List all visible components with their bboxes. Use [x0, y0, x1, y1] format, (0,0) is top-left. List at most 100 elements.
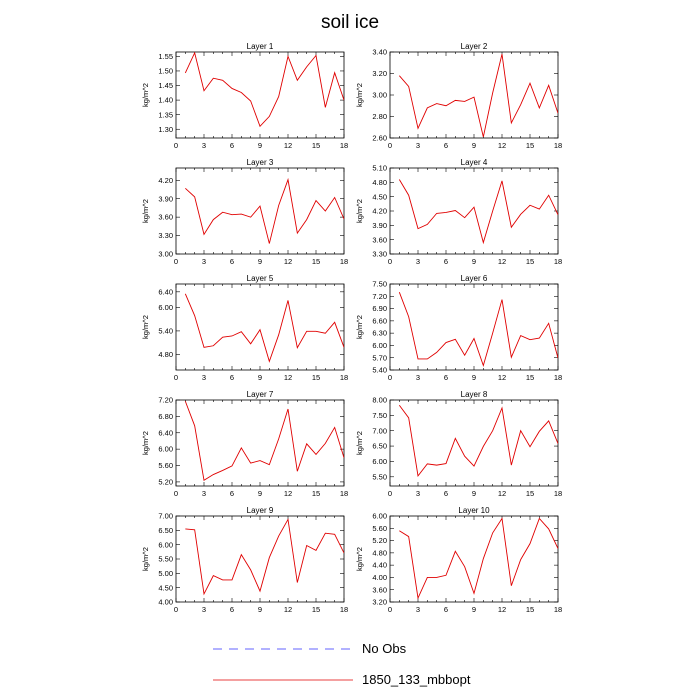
layer-7-xtick-label: 3 [202, 489, 206, 498]
layer-8-frame [389, 399, 559, 487]
layer-9-series-line [185, 518, 344, 596]
layer-2-xtick-label: 12 [498, 141, 506, 150]
layer-4-ytick-label: 4.80 [372, 178, 387, 187]
layer-2-frame [389, 51, 559, 139]
layer-10-xtick-label: 6 [444, 605, 448, 614]
layer-9-xtick-label: 9 [258, 605, 262, 614]
layer-5-xtick-label: 0 [174, 373, 178, 382]
layer-3-ytick-label: 3.00 [158, 250, 173, 259]
layer-7-ytick-label: 7.20 [158, 396, 173, 405]
layer-9-ylabel: kg/m^2 [141, 547, 150, 571]
layer-4-xtick-label: 3 [416, 257, 420, 266]
layer-6-xtick-label: 15 [526, 373, 534, 382]
layer-10-ylabel: kg/m^2 [355, 547, 364, 571]
layer-6-series-line [398, 292, 558, 367]
layer-4-ytick-label: 3.60 [372, 235, 387, 244]
layer-9-frame [175, 515, 345, 603]
layer-3-xtick-label: 18 [340, 257, 348, 266]
layer-4-ytick-label: 4.20 [372, 207, 387, 216]
layer-10-panel: Layer 10 0 3 6 9 12 15 18 3.20 3.60 4.00 4.40 4.80 5.… [355, 506, 562, 614]
legend: No Obs 1850_133_mbbopt [213, 641, 471, 687]
layer-1-ytick-label: 1.40 [158, 96, 173, 105]
layer-10-frame [389, 515, 559, 603]
layer-9-xtick-label: 0 [174, 605, 178, 614]
layer-3-xtick-label: 3 [202, 257, 206, 266]
layer-5-frame [175, 283, 345, 371]
layer-8-xtick-label: 0 [388, 489, 392, 498]
layer-9-xtick-label: 6 [230, 605, 234, 614]
layer-8-ytick-label: 7.00 [372, 426, 387, 435]
layer-6-title: Layer 6 [461, 274, 488, 283]
layer-10-title: Layer 10 [458, 506, 490, 515]
layer-7-xtick-label: 15 [312, 489, 320, 498]
layer-8-xtick-label: 15 [526, 489, 534, 498]
layer-2-ylabel: kg/m^2 [355, 83, 364, 107]
layer-1-ytick-label: 1.30 [158, 125, 173, 134]
layer-8-ytick-label: 8.00 [372, 396, 387, 405]
layer-7-xtick-label: 12 [284, 489, 292, 498]
layer-10-xtick-label: 3 [416, 605, 420, 614]
layer-7-title: Layer 7 [247, 390, 274, 399]
layer-5-xtick-label: 15 [312, 373, 320, 382]
layer-1-ytick-label: 1.55 [158, 52, 173, 61]
layer-7-xtick-label: 9 [258, 489, 262, 498]
layer-10-series-line [399, 517, 558, 600]
layer-4-xtick-label: 0 [388, 257, 392, 266]
layer-3-xtick-label: 12 [284, 257, 292, 266]
layer-7-ytick-label: 5.20 [158, 478, 173, 487]
layer-8-xtick-label: 6 [444, 489, 448, 498]
layer-6-xtick-label: 18 [554, 373, 562, 382]
layer-1-xtick-label: 9 [258, 141, 262, 150]
layer-10-ytick-label: 3.20 [372, 598, 387, 607]
layer-5-title: Layer 5 [247, 274, 274, 283]
layer-5-ytick-label: 6.40 [158, 287, 173, 296]
layer-7-ytick-label: 5.60 [158, 461, 173, 470]
layer-10-ytick-label: 4.40 [372, 561, 387, 570]
figure-title: soil ice [321, 12, 379, 33]
layer-7-ytick-label: 6.80 [158, 412, 173, 421]
layer-4-ytick-label: 4.50 [372, 192, 387, 201]
layer-1-xtick-label: 0 [174, 141, 178, 150]
layer-9-ytick-label: 7.00 [158, 512, 173, 521]
layer-2-xtick-label: 15 [526, 141, 534, 150]
layer-4-ytick-label: 3.90 [372, 221, 387, 230]
layer-2-ytick-label: 3.00 [372, 91, 387, 100]
layer-5-xtick-label: 6 [230, 373, 234, 382]
legend-no-obs-label: No Obs [362, 641, 407, 656]
layer-8-title: Layer 8 [461, 390, 488, 399]
layer-2-ytick-label: 2.80 [372, 112, 387, 121]
layer-4-ylabel: kg/m^2 [355, 199, 364, 223]
layer-2-xtick-label: 6 [444, 141, 448, 150]
layer-6-frame [389, 283, 559, 371]
layer-5-xtick-label: 12 [284, 373, 292, 382]
layer-3-panel: Layer 3 0 3 6 9 12 15 18 3.00 3.30 3.60 3.90 4.20 kg/… [141, 158, 348, 266]
layer-7-xtick-label: 6 [230, 489, 234, 498]
layer-9-ytick-label: 6.50 [158, 526, 173, 535]
layer-3-ylabel: kg/m^2 [141, 199, 150, 223]
layer-9-xtick-label: 18 [340, 605, 348, 614]
layer-4-panel: Layer 4 0 3 6 9 12 15 18 3.30 3.60 3.90 4.20 4.50 4.8… [355, 158, 562, 266]
layer-4-series-line [398, 179, 558, 245]
layer-5-ytick-label: 6.00 [158, 303, 173, 312]
layer-8-ytick-label: 5.50 [372, 472, 387, 481]
layer-7-ylabel: kg/m^2 [141, 431, 150, 455]
layer-8-panel: Layer 8 0 3 6 9 12 15 18 5.50 6.00 6.50 7.00 7.50 8.0… [355, 390, 562, 498]
layer-9-ytick-label: 4.50 [158, 583, 173, 592]
layer-7-xtick-label: 0 [174, 489, 178, 498]
layer-6-xtick-label: 12 [498, 373, 506, 382]
layer-3-series-line [185, 177, 344, 244]
layer-6-ytick-label: 7.20 [372, 292, 387, 301]
layer-4-xtick-label: 18 [554, 257, 562, 266]
layer-1-xtick-label: 15 [312, 141, 320, 150]
layer-10-ytick-label: 4.00 [372, 573, 387, 582]
layer-3-frame [175, 167, 345, 255]
layer-7-xtick-label: 18 [340, 489, 348, 498]
layer-4-xtick-label: 6 [444, 257, 448, 266]
layer-1-panel: Layer 1 0 3 6 9 12 15 18 1.30 1.35 1.40 1.45 1.50 1.5… [141, 42, 348, 150]
layer-5-ytick-label: 5.40 [158, 327, 173, 336]
layer-6-xtick-label: 0 [388, 373, 392, 382]
layer-1-ylabel: kg/m^2 [141, 83, 150, 107]
layer-8-xtick-label: 18 [554, 489, 562, 498]
layer-6-ytick-label: 6.90 [372, 304, 387, 313]
layer-1-series-line [184, 52, 344, 128]
